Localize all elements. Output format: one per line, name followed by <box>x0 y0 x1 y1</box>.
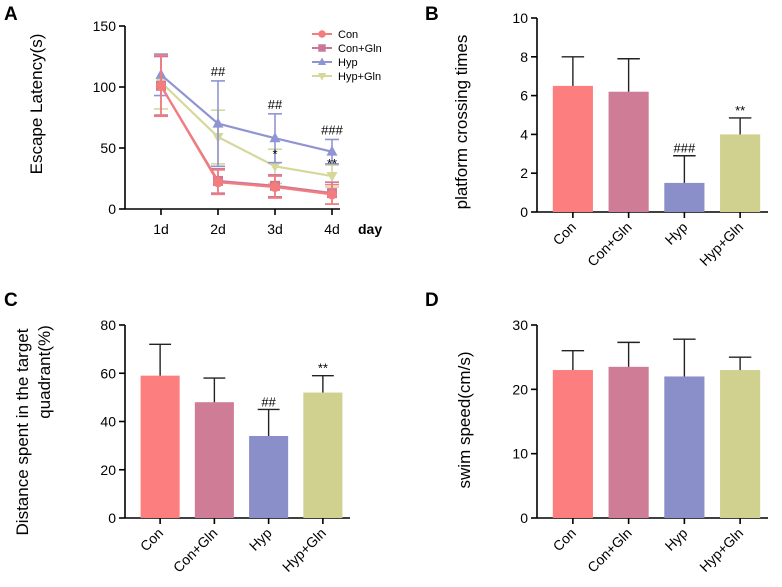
a-xtick-label-1: 2d <box>210 221 226 237</box>
a-point-2-2 <box>269 132 281 143</box>
a-annotation-0: ## <box>211 64 226 79</box>
b-annotation-2-0: ### <box>674 141 696 156</box>
panel-c-ylabel-line1: Distance spent in the target <box>13 328 32 535</box>
d-xtick-label-2: Hyp <box>662 525 691 554</box>
c-ytick-label-4: 80 <box>100 317 116 333</box>
c-bar-0 <box>140 375 180 518</box>
b-bar-2 <box>664 182 705 212</box>
panel-c-label: C <box>4 290 18 311</box>
d-ytick-label-3: 30 <box>512 317 528 333</box>
d-bar-0 <box>552 370 593 518</box>
c-ytick-label-2: 40 <box>100 414 116 430</box>
b-ytick-label-4: 8 <box>520 49 528 65</box>
panel-a-label: A <box>4 4 18 25</box>
panel-b-ylabel: platform crossing times <box>452 35 471 210</box>
a-ytick-label-1: 50 <box>100 140 116 156</box>
a-point-0-0 <box>156 80 166 91</box>
a-legend-marker-0 <box>318 30 326 38</box>
a-xtick-label-0: 1d <box>153 221 169 237</box>
a-annotation-4: ** <box>327 156 337 171</box>
a-point-3-2 <box>269 162 281 173</box>
c-xtick-label-2: Hyp <box>246 525 275 554</box>
panel-a: A Escape Latency(s) 0 50 100 150 1d 2d 3d 4d day… <box>4 4 382 237</box>
panel-d: D swim speed(cm/s) 0 10 20 30 Con Con+Gln Hyp H… <box>425 290 768 575</box>
d-ytick-label-0: 0 <box>520 510 528 526</box>
d-xtick-label-0: Con <box>550 525 579 554</box>
panel-c-ylabel-line2: quadrant(%) <box>35 325 54 419</box>
c-bar-1 <box>194 402 234 518</box>
c-annotation-2-0: ## <box>261 394 276 409</box>
c-xtick-label-3: Hyp+Gln <box>279 525 329 575</box>
b-ytick-label-2: 4 <box>520 126 528 142</box>
a-point-0-3 <box>327 189 337 200</box>
d-bar-2 <box>664 376 705 518</box>
b-ytick-label-5: 10 <box>512 10 528 26</box>
c-ytick-label-3: 60 <box>100 365 116 381</box>
a-legend-marker-3 <box>317 73 327 81</box>
c-bar-2 <box>249 435 289 518</box>
a-legend-label-2: Hyp <box>338 57 358 69</box>
panel-b: B platform crossing times 0 2 4 6 8 10 Con Con+… <box>425 4 768 269</box>
a-point-2-1 <box>212 117 224 128</box>
a-annotation-3: ### <box>321 122 343 137</box>
c-bar-3 <box>303 392 343 518</box>
d-ytick-label-2: 20 <box>512 381 528 397</box>
b-bar-3 <box>720 134 761 212</box>
a-legend-label-0: Con <box>338 29 358 41</box>
a-legend-marker-1 <box>318 44 326 52</box>
a-xtick-label-2: 3d <box>267 221 283 237</box>
b-xtick-label-2: Hyp <box>662 219 691 248</box>
a-legend-label-3: Hyp+Gln <box>338 71 381 83</box>
a-point-0-1 <box>213 177 223 188</box>
a-series-line-3 <box>160 81 333 178</box>
b-ytick-label-1: 2 <box>520 165 528 181</box>
d-bar-3 <box>720 370 761 518</box>
a-point-0-2 <box>270 182 280 193</box>
panel-d-ylabel: swim speed(cm/s) <box>455 352 474 489</box>
c-annotation-3-0: ** <box>318 361 328 376</box>
d-bar-1 <box>608 366 649 518</box>
b-bar-1 <box>608 91 649 212</box>
c-xtick-label-0: Con <box>137 525 166 554</box>
b-xtick-label-0: Con <box>550 219 579 248</box>
b-xtick-label-3: Hyp+Gln <box>696 219 746 269</box>
a-xtick-label-3: 4d <box>324 221 340 237</box>
b-bar-0 <box>552 85 593 212</box>
panel-d-label: D <box>425 290 439 311</box>
a-annotation-1: ## <box>268 97 283 112</box>
a-legend: Con Con+Gln Hyp Hyp+Gln <box>312 29 382 83</box>
panel-b-label: B <box>425 4 439 25</box>
a-legend-marker-2 <box>317 57 327 65</box>
b-annotation-3-0: ** <box>735 103 745 118</box>
c-ytick-label-1: 20 <box>100 462 116 478</box>
b-xtick-label-1: Con+Gln <box>584 219 635 270</box>
d-xtick-label-3: Hyp+Gln <box>696 525 746 575</box>
a-point-2-3 <box>326 145 338 156</box>
a-series-line-0 <box>160 85 333 196</box>
b-ytick-label-0: 0 <box>520 204 528 220</box>
c-ytick-label-0: 0 <box>108 510 116 526</box>
c-xtick-label-1: Con+Gln <box>170 525 221 576</box>
a-series-line-2 <box>160 73 333 153</box>
d-ytick-label-1: 10 <box>512 446 528 462</box>
panel-a-ylabel: Escape Latency(s) <box>27 34 46 175</box>
a-legend-label-1: Con+Gln <box>338 43 382 55</box>
a-series-line-1 <box>160 85 333 195</box>
a-ytick-label-3: 150 <box>93 18 117 34</box>
a-ytick-label-2: 100 <box>93 79 117 95</box>
a-point-3-3 <box>326 172 338 183</box>
a-annotation-2: * <box>272 146 277 161</box>
panel-c: C Distance spent in the target quadrant(… <box>4 290 350 575</box>
a-xlabel: day <box>358 221 382 237</box>
d-xtick-label-1: Con+Gln <box>584 525 635 576</box>
a-ytick-label-0: 0 <box>108 201 116 217</box>
b-ytick-label-3: 6 <box>520 88 528 104</box>
